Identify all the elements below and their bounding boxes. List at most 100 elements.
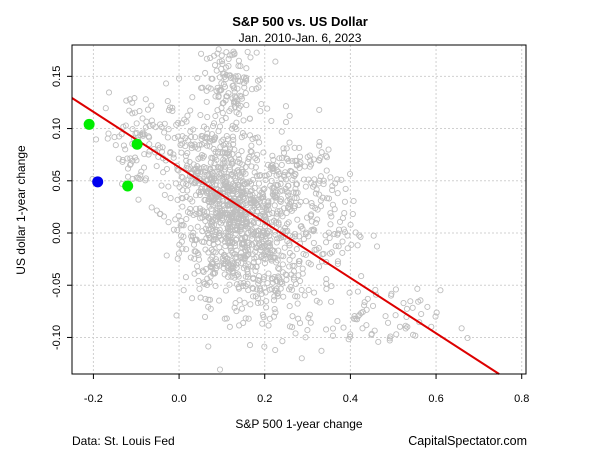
scatter-point — [240, 201, 247, 208]
scatter-point — [264, 105, 271, 112]
scatter-point — [288, 199, 295, 206]
scatter-point — [278, 154, 285, 162]
scatter-point — [204, 135, 211, 142]
scatter-point — [247, 180, 255, 187]
scatter-point — [148, 102, 155, 109]
scatter-point — [148, 117, 155, 124]
grid-lines — [72, 45, 526, 374]
scatter-point — [252, 155, 259, 162]
scatter-point — [218, 249, 225, 256]
scatter-point — [266, 286, 273, 293]
scatter-point — [233, 109, 240, 116]
scatter-point — [295, 272, 302, 279]
scatter-point — [296, 164, 303, 172]
scatter-point — [305, 286, 312, 294]
scatter-point — [272, 231, 279, 238]
scatter-point — [308, 218, 315, 225]
scatter-point — [174, 133, 182, 140]
scatter-point — [256, 76, 263, 83]
scatter-point — [230, 195, 238, 202]
scatter-point — [262, 176, 269, 184]
scatter-point — [165, 183, 172, 190]
scatter-point — [327, 221, 334, 228]
scatter-point — [170, 154, 177, 161]
scatter-point — [329, 332, 336, 339]
scatter-point — [225, 55, 232, 62]
scatter-point — [327, 210, 334, 217]
scatter-point — [273, 278, 280, 285]
scatter-point — [296, 233, 303, 240]
scatter-point — [387, 333, 394, 340]
chart-title: S&P 500 vs. US Dollar — [232, 14, 368, 29]
scatter-point — [308, 200, 315, 207]
regression-line-group — [71, 97, 500, 375]
scatter-point — [270, 297, 278, 304]
scatter-point — [268, 117, 275, 124]
highlight-points — [83, 118, 143, 192]
scatter-point — [277, 180, 284, 187]
scatter-point — [185, 182, 192, 189]
scatter-point — [224, 224, 231, 231]
scatter-point — [248, 187, 255, 194]
scatter-point — [176, 183, 183, 191]
scatter-point — [199, 84, 206, 91]
scatter-point — [283, 188, 290, 195]
scatter-point — [235, 151, 242, 159]
scatter-point — [201, 313, 209, 320]
scatter-point — [370, 232, 377, 239]
scatter-point — [224, 201, 231, 208]
scatter-point — [284, 220, 291, 227]
scatter-point — [226, 145, 234, 152]
scatter-point — [149, 121, 156, 128]
scatter-point — [285, 219, 292, 226]
scatter-point — [222, 243, 229, 250]
scatter-point — [234, 271, 242, 278]
y-axis: -0.10 -0.05 0.00 0.05 0.10 0.15 — [51, 66, 72, 350]
scatter-point — [263, 206, 270, 213]
scatter-point — [289, 286, 296, 293]
scatter-point — [240, 178, 247, 185]
scatter-point — [286, 286, 293, 293]
scatter-point — [127, 161, 134, 169]
scatter-point — [310, 226, 317, 233]
scatter-point — [223, 315, 230, 322]
scatter-point — [148, 204, 155, 211]
scatter-point — [311, 289, 318, 296]
scatter-point — [414, 285, 421, 292]
scatter-point — [316, 157, 323, 164]
scatter-point — [339, 238, 346, 245]
scatter-point — [235, 77, 242, 84]
scatter-point — [136, 108, 143, 115]
highlight-point — [131, 138, 143, 150]
scatter-point — [269, 209, 276, 217]
scatter-point — [272, 309, 279, 316]
scatter-point — [237, 63, 244, 70]
scatter-point — [363, 306, 370, 313]
scatter-point — [305, 314, 312, 321]
scatter-point — [257, 299, 265, 306]
scatter-point — [281, 244, 288, 251]
scatter-point — [170, 226, 177, 233]
scatter-point — [192, 144, 199, 151]
scatter-point — [338, 176, 345, 183]
scatter-point — [123, 97, 130, 104]
scatter-point — [282, 228, 289, 235]
scatter-point — [231, 93, 238, 100]
scatter-point — [163, 252, 170, 259]
y-tick-label: 0.10 — [51, 118, 63, 139]
scatter-point — [161, 129, 168, 136]
scatter-point — [280, 293, 287, 300]
scatter-point — [208, 185, 215, 192]
scatter-point — [247, 197, 254, 204]
scatter-point — [243, 102, 250, 109]
scatter-point — [270, 156, 277, 163]
scatter-point — [302, 198, 310, 205]
scatter-point — [135, 174, 142, 181]
scatter-point — [247, 188, 254, 195]
scatter-point — [141, 151, 148, 158]
scatter-point — [299, 225, 306, 232]
scatter-point — [290, 276, 297, 283]
scatter-point — [219, 217, 226, 224]
scatter-point — [318, 149, 325, 156]
scatter-point — [292, 185, 299, 192]
